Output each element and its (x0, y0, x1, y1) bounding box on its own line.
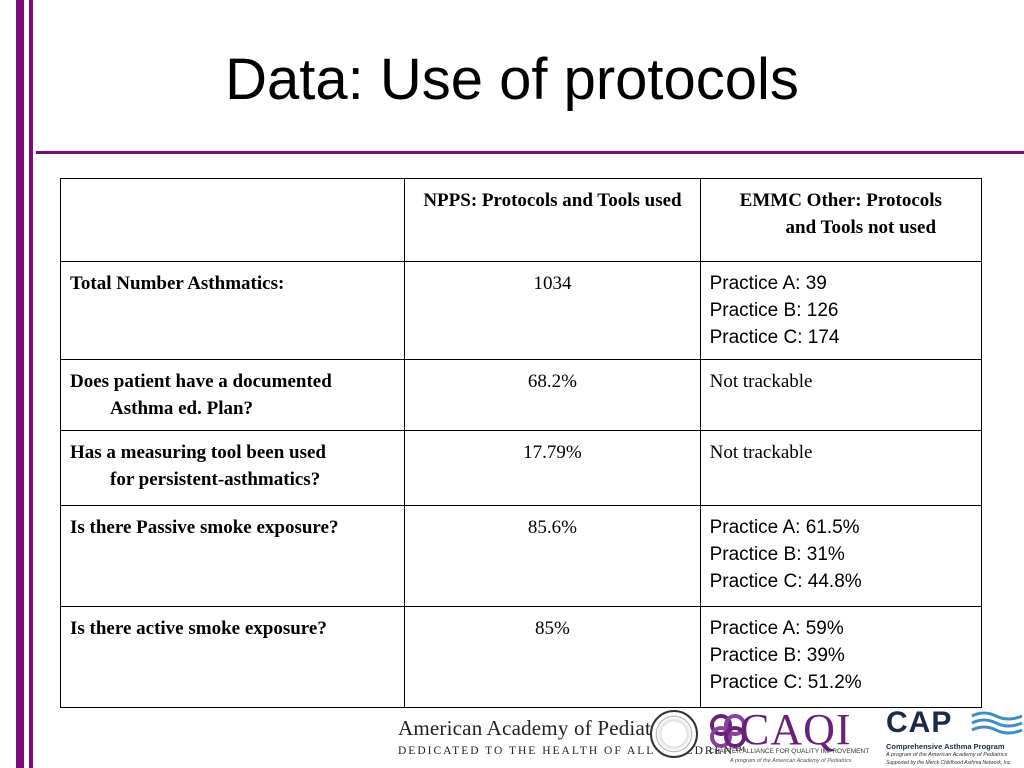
caqi-program-note: A program of the American Academy of Ped… (730, 758, 852, 764)
emmc-line: Practice A: 61.5% (709, 517, 860, 538)
emmc-line: Not trackable (709, 442, 813, 463)
aap-seal-icon (650, 710, 698, 758)
header-emmc: EMMC Other: Protocols and Tools not used (699, 178, 983, 262)
emmc-line: Not trackable (709, 371, 813, 392)
row-label-line: Does patient have a documented (70, 371, 332, 392)
emmc-line: Practice C: 174 (709, 327, 840, 348)
table-header-row: NPPS: Protocols and Tools used EMMC Othe… (59, 178, 983, 262)
table-row: Total Number Asthmatics: 1034 Practice A… (59, 261, 983, 360)
caqi-swirl-icon (710, 714, 746, 748)
cap-support-note: Supported by the Merck Childhood Asthma … (886, 760, 1012, 766)
emmc-value: Practice A: 59% Practice B: 39% Practice… (699, 606, 983, 708)
emmc-line: Practice B: 39% (709, 645, 845, 666)
header-emmc-line1: EMMC Other: Protocols (739, 190, 942, 211)
npps-value: 68.2% (404, 359, 701, 431)
caqi-logo: CAQI CHAPTER ALLIANCE FOR QUALITY IMPROV… (706, 705, 878, 766)
table-row: Has a measuring tool been used for persi… (59, 430, 983, 506)
slide-title: Data: Use of protocols (225, 47, 799, 112)
npps-value: 85% (404, 606, 701, 708)
emmc-line: Practice C: 51.2% (709, 672, 862, 693)
row-label-line: Asthma ed. Plan? (110, 398, 254, 419)
cap-subtitle: Comprehensive Asthma Program (886, 742, 1005, 751)
table-row: Is there active smoke exposure? 85% Prac… (59, 606, 983, 708)
header-npps: NPPS: Protocols and Tools used (404, 178, 701, 262)
row-label-total-asthmatics: Total Number Asthmatics: (59, 261, 406, 360)
npps-value: 85.6% (404, 505, 701, 607)
emmc-line: Practice B: 126 (709, 300, 839, 321)
cap-name: CAP (886, 706, 953, 739)
npps-value: 17.79% (404, 430, 701, 506)
header-emmc-line2: and Tools not used (785, 217, 937, 238)
left-accent-bar-thin (29, 0, 33, 768)
emmc-value: Not trackable (699, 359, 983, 431)
row-label-measuring-tool: Has a measuring tool been used for persi… (59, 430, 406, 506)
row-label-line: Is there active smoke exposure? (70, 618, 327, 639)
emmc-value: Practice A: 39 Practice B: 126 Practice … (699, 261, 983, 360)
emmc-value: Practice A: 61.5% Practice B: 31% Practi… (699, 505, 983, 607)
aap-name: American Academy of Pediatrics (398, 716, 683, 740)
emmc-line: Practice B: 31% (709, 544, 845, 565)
row-label-active-smoke: Is there active smoke exposure? (59, 606, 406, 708)
header-empty-cell (59, 178, 406, 262)
emmc-value: Not trackable (699, 430, 983, 506)
left-accent-bar (16, 0, 24, 768)
cap-program-note: A program of the American Academy of Ped… (886, 752, 1008, 758)
emmc-line: Practice C: 44.8% (709, 571, 862, 592)
title-divider (36, 151, 1024, 154)
caqi-name: CAQI (740, 705, 852, 754)
protocols-table: NPPS: Protocols and Tools used EMMC Othe… (59, 178, 983, 708)
row-label-line: Total Number Asthmatics: (70, 273, 285, 294)
emmc-line: Practice A: 39 (709, 273, 827, 294)
cap-waves-icon (971, 711, 1023, 735)
table-row: Does patient have a documented Asthma ed… (59, 359, 983, 431)
row-label-line: Has a measuring tool been used (70, 442, 326, 463)
row-label-line: Is there Passive smoke exposure? (70, 517, 339, 538)
emmc-line: Practice A: 59% (709, 618, 844, 639)
npps-value: 1034 (404, 261, 701, 360)
row-label-passive-smoke: Is there Passive smoke exposure? (59, 505, 406, 607)
cap-logo: CAP Comprehensive Asthma Program A progr… (886, 706, 1024, 768)
aap-tagline: DEDICATED TO THE HEALTH OF ALL CHILDREN™ (398, 745, 748, 757)
row-label-asthma-plan: Does patient have a documented Asthma ed… (59, 359, 406, 431)
caqi-subtitle: CHAPTER ALLIANCE FOR QUALITY IMPROVEMENT (710, 748, 870, 755)
table-row: Is there Passive smoke exposure? 85.6% P… (59, 505, 983, 607)
row-label-line: for persistent-asthmatics? (110, 469, 321, 490)
